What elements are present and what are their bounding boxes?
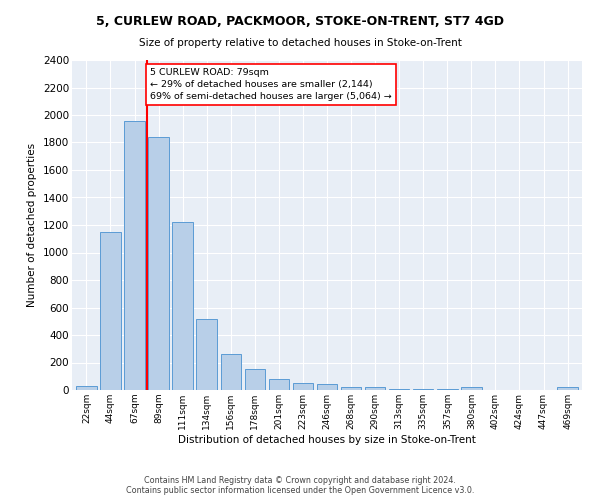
Bar xyxy=(221,354,241,390)
Bar xyxy=(100,232,121,390)
Text: 5, CURLEW ROAD, PACKMOOR, STOKE-ON-TRENT, ST7 4GD: 5, CURLEW ROAD, PACKMOOR, STOKE-ON-TRENT… xyxy=(96,15,504,28)
Text: Contains public sector information licensed under the Open Government Licence v3: Contains public sector information licen… xyxy=(126,486,474,495)
Bar xyxy=(341,387,361,390)
Bar xyxy=(317,384,337,390)
Text: Size of property relative to detached houses in Stoke-on-Trent: Size of property relative to detached ho… xyxy=(139,38,461,48)
Text: Contains HM Land Registry data © Crown copyright and database right 2024.: Contains HM Land Registry data © Crown c… xyxy=(144,476,456,485)
Bar xyxy=(365,387,385,390)
Bar xyxy=(172,222,193,390)
Bar xyxy=(389,388,409,390)
Y-axis label: Number of detached properties: Number of detached properties xyxy=(28,143,37,307)
Bar xyxy=(557,387,578,390)
Bar xyxy=(269,379,289,390)
X-axis label: Distribution of detached houses by size in Stoke-on-Trent: Distribution of detached houses by size … xyxy=(178,434,476,444)
Bar xyxy=(124,120,145,390)
Bar xyxy=(245,368,265,390)
Bar xyxy=(148,137,169,390)
Text: 5 CURLEW ROAD: 79sqm
← 29% of detached houses are smaller (2,144)
69% of semi-de: 5 CURLEW ROAD: 79sqm ← 29% of detached h… xyxy=(150,68,392,101)
Bar xyxy=(196,319,217,390)
Bar xyxy=(293,383,313,390)
Bar xyxy=(76,386,97,390)
Bar xyxy=(461,387,482,390)
